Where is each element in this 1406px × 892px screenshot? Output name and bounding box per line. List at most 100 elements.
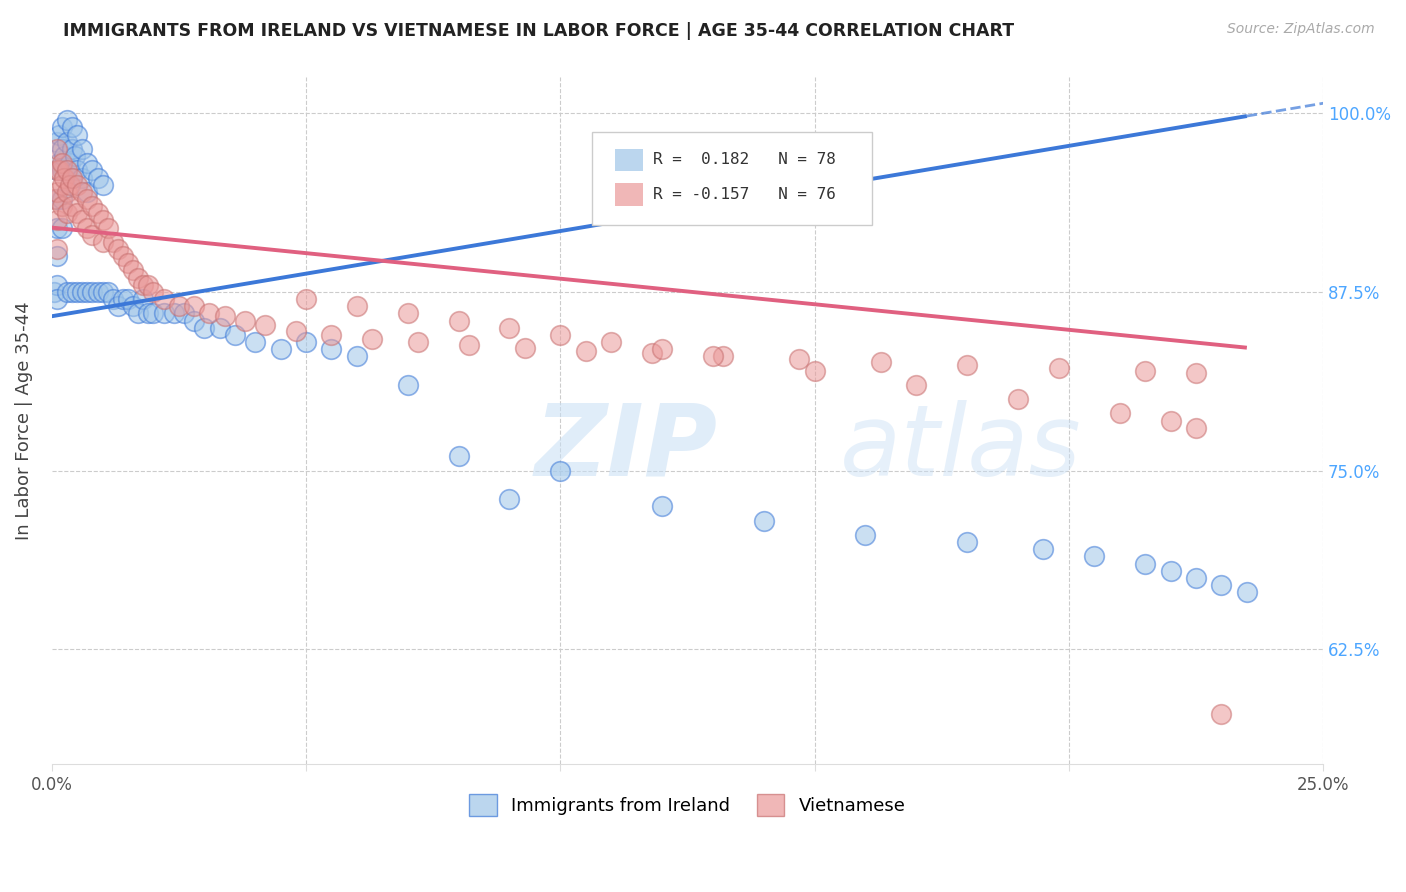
Point — [76, 285, 98, 299]
Point — [63, 149, 86, 163]
Point — [107, 299, 129, 313]
Point — [56, 135, 79, 149]
Point — [51, 192, 73, 206]
Point — [702, 349, 724, 363]
Point — [86, 285, 108, 299]
Point — [91, 235, 114, 249]
Point — [72, 142, 94, 156]
Point — [76, 156, 98, 170]
Point — [1211, 706, 1233, 721]
Point — [45, 213, 67, 227]
Point — [396, 306, 419, 320]
Point — [122, 299, 145, 313]
Point — [51, 220, 73, 235]
Point — [45, 220, 67, 235]
Point — [56, 163, 79, 178]
Point — [82, 285, 104, 299]
Point — [122, 263, 145, 277]
Point — [86, 206, 108, 220]
Point — [45, 185, 67, 199]
Point — [1160, 564, 1182, 578]
Point — [60, 170, 83, 185]
Point — [82, 163, 104, 178]
Point — [498, 492, 520, 507]
Point — [60, 199, 83, 213]
Point — [447, 313, 470, 327]
Point — [91, 285, 114, 299]
Point — [72, 185, 94, 199]
Point — [45, 135, 67, 149]
Point — [321, 327, 343, 342]
Point — [789, 352, 811, 367]
Point — [48, 128, 70, 142]
Point — [513, 341, 536, 355]
Point — [101, 292, 124, 306]
Point — [56, 113, 79, 128]
Point — [295, 334, 318, 349]
Point — [60, 170, 83, 185]
Point — [97, 220, 120, 235]
Point — [193, 320, 215, 334]
Point — [44, 192, 66, 206]
Point — [56, 163, 79, 178]
Point — [233, 313, 256, 327]
Point — [142, 306, 165, 320]
Point — [107, 242, 129, 256]
Bar — [614, 149, 643, 171]
Point — [60, 142, 83, 156]
Point — [905, 377, 928, 392]
Point — [457, 338, 479, 352]
Point — [51, 199, 73, 213]
Point — [447, 450, 470, 464]
Point — [45, 142, 67, 156]
Point — [550, 327, 572, 342]
Point — [214, 310, 236, 324]
Point — [66, 178, 89, 192]
Point — [1032, 542, 1054, 557]
Point — [651, 500, 673, 514]
Point — [45, 163, 67, 178]
Point — [167, 299, 190, 313]
Point — [117, 292, 139, 306]
Point — [1007, 392, 1029, 407]
Point — [111, 249, 134, 263]
Point — [1108, 407, 1130, 421]
Point — [111, 292, 134, 306]
Point — [498, 320, 520, 334]
Point — [869, 355, 891, 369]
Point — [1185, 367, 1208, 381]
Point — [72, 213, 94, 227]
Point — [76, 220, 98, 235]
Point — [224, 327, 246, 342]
Point — [97, 285, 120, 299]
Point — [86, 170, 108, 185]
Point — [91, 213, 114, 227]
Point — [53, 149, 76, 163]
Point — [101, 235, 124, 249]
Point — [48, 156, 70, 170]
Point — [152, 292, 174, 306]
Point — [346, 299, 368, 313]
Text: ZIP: ZIP — [534, 400, 718, 497]
Point — [72, 285, 94, 299]
Point — [51, 156, 73, 170]
Point — [183, 313, 205, 327]
Point — [45, 277, 67, 292]
FancyBboxPatch shape — [592, 132, 872, 225]
Point — [1185, 571, 1208, 585]
Point — [66, 206, 89, 220]
Point — [60, 285, 83, 299]
Point — [711, 349, 734, 363]
Point — [803, 363, 825, 377]
Point — [138, 277, 160, 292]
Point — [76, 192, 98, 206]
Point — [53, 170, 76, 185]
Point — [270, 342, 292, 356]
Point — [1083, 549, 1105, 564]
Text: R = -0.157   N = 76: R = -0.157 N = 76 — [654, 186, 837, 202]
Point — [600, 334, 623, 349]
Point — [56, 285, 79, 299]
Point — [295, 292, 318, 306]
Point — [45, 242, 67, 256]
Point — [396, 377, 419, 392]
